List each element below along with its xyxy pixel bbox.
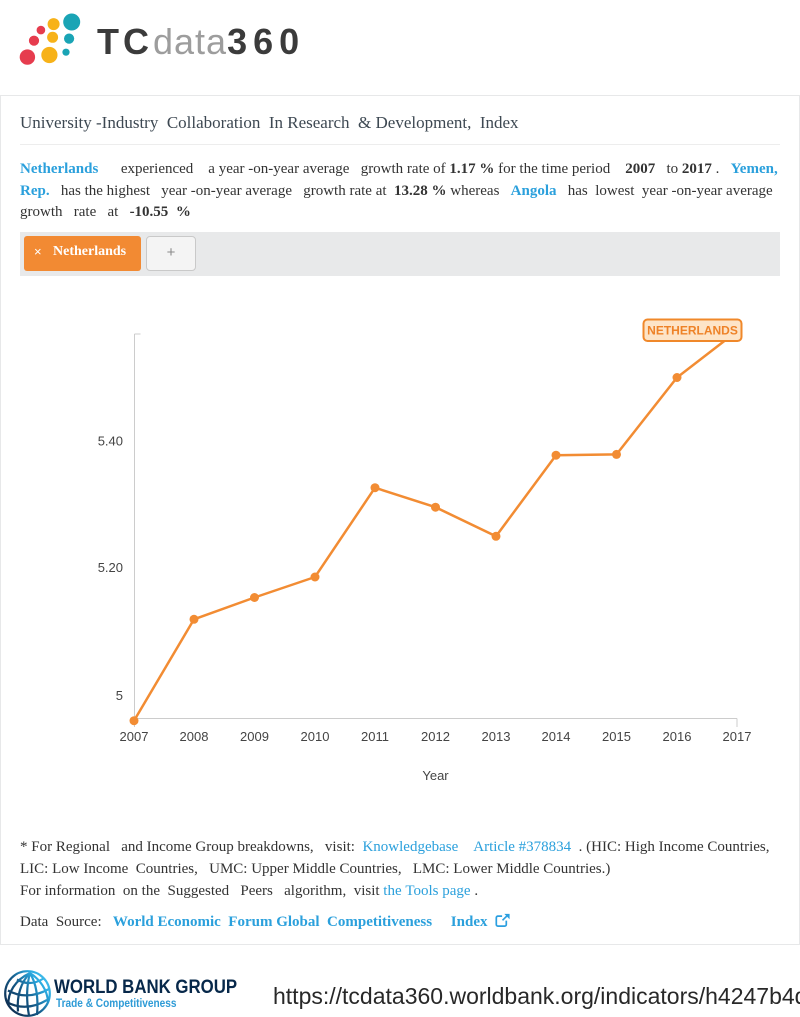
svg-text:2007: 2007	[120, 729, 149, 744]
svg-text:2015: 2015	[602, 729, 631, 744]
svg-text:2010: 2010	[301, 729, 330, 744]
svg-text:2013: 2013	[482, 729, 511, 744]
svg-text:2016: 2016	[663, 729, 692, 744]
svg-text:NETHERLANDS: NETHERLANDS	[647, 324, 738, 338]
svg-text:5: 5	[116, 688, 123, 703]
svg-text:Year: Year	[422, 768, 449, 783]
svg-text:2014: 2014	[542, 729, 571, 744]
svg-text:2009: 2009	[240, 729, 269, 744]
svg-text:2012: 2012	[421, 729, 450, 744]
svg-text:5.40: 5.40	[98, 434, 123, 449]
svg-text:2008: 2008	[180, 729, 209, 744]
svg-text:2017: 2017	[723, 729, 752, 744]
svg-text:5.20: 5.20	[98, 560, 123, 575]
svg-text:2011: 2011	[361, 729, 389, 744]
